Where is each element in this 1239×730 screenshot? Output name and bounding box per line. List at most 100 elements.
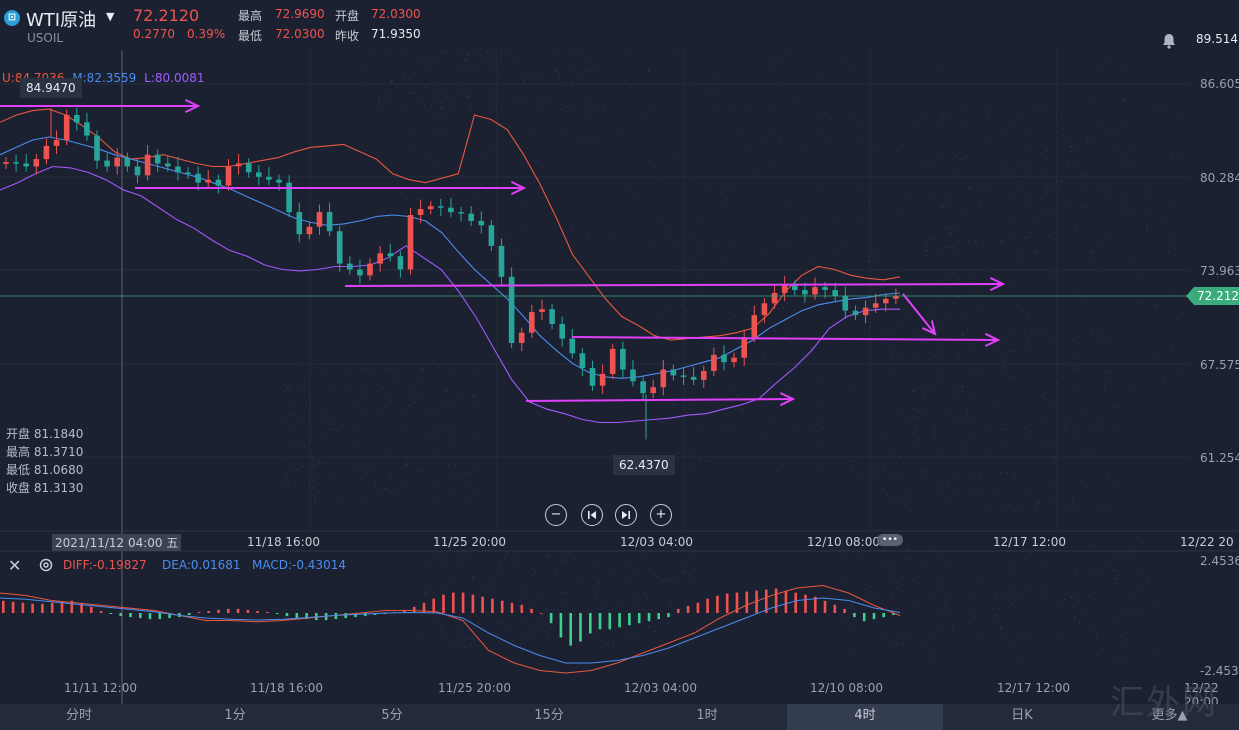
symbol-dropdown-caret-icon[interactable]: ▼ <box>106 10 115 23</box>
map-dot <box>612 619 615 622</box>
map-dot <box>901 412 903 415</box>
map-dot <box>409 91 411 94</box>
map-dot <box>483 584 485 587</box>
macd-bar <box>139 613 142 619</box>
map-dot <box>820 468 823 471</box>
scroll-left-button[interactable] <box>581 504 603 526</box>
map-dot <box>469 637 472 640</box>
map-dot <box>853 460 856 462</box>
macd-bar <box>452 592 455 613</box>
close-indicator-icon[interactable]: ✕ <box>8 556 22 575</box>
map-dot <box>1046 606 1049 609</box>
map-dot <box>688 257 690 259</box>
map-dot <box>684 572 687 574</box>
map-dot <box>532 628 534 630</box>
tab-more[interactable]: 更多▲ <box>1151 708 1188 723</box>
macd-bar <box>41 603 44 613</box>
map-dot <box>1119 193 1122 196</box>
map-dot <box>932 429 935 432</box>
map-dot <box>432 360 434 362</box>
map-dot <box>1029 587 1032 590</box>
tab-1min[interactable]: 1分 <box>224 708 246 723</box>
map-dot <box>1157 303 1159 306</box>
map-dot <box>944 500 947 503</box>
map-dot <box>467 200 469 202</box>
map-dot <box>730 245 733 248</box>
map-dot <box>1071 606 1074 609</box>
map-dot <box>689 85 691 88</box>
candle-body <box>286 182 292 213</box>
chart-canvas[interactable] <box>0 0 1239 704</box>
map-dot <box>942 114 945 117</box>
tab-4hour[interactable]: 4时 <box>787 704 943 730</box>
zoom-in-button[interactable]: + <box>650 504 672 526</box>
map-dot <box>561 108 563 111</box>
map-dot <box>933 595 935 597</box>
tab-1hour[interactable]: 1时 <box>696 708 718 723</box>
zoom-out-button[interactable]: − <box>545 504 567 526</box>
map-dot <box>849 627 852 630</box>
map-dot <box>423 452 426 455</box>
map-dot <box>759 253 762 255</box>
map-dot <box>439 108 442 110</box>
map-dot <box>966 156 969 159</box>
map-dot <box>470 644 472 646</box>
map-dot <box>672 403 675 406</box>
map-dot <box>1001 372 1004 375</box>
macd-bar <box>843 608 846 613</box>
settings-gear-icon[interactable] <box>38 557 54 577</box>
tab-timeline[interactable]: 分时 <box>65 708 92 723</box>
map-dot <box>768 287 770 290</box>
tab-5min[interactable]: 5分 <box>381 708 403 723</box>
map-dot <box>542 599 545 602</box>
map-dot <box>989 109 991 112</box>
map-dot <box>399 117 401 119</box>
tab-15min[interactable]: 15分 <box>534 708 564 723</box>
map-dot <box>930 193 933 196</box>
grid-lines <box>0 50 1190 530</box>
map-dot <box>950 408 953 411</box>
map-dot <box>384 405 387 408</box>
map-dot <box>790 254 793 257</box>
map-dot <box>1047 270 1050 273</box>
map-dot <box>945 597 948 600</box>
map-dot <box>824 112 826 114</box>
map-dot <box>946 486 949 488</box>
map-dot <box>938 557 941 559</box>
map-dot <box>477 621 479 624</box>
scroll-right-button[interactable] <box>615 504 637 526</box>
macd-bar <box>31 603 34 613</box>
more-dots-icon[interactable]: ••• <box>877 534 903 546</box>
map-dot <box>562 84 565 86</box>
map-dot <box>949 272 952 275</box>
map-dot <box>920 645 923 648</box>
map-dot <box>1061 602 1064 604</box>
map-dot <box>980 580 982 583</box>
candle-body <box>731 357 737 363</box>
map-dot <box>416 97 419 100</box>
map-dot <box>727 247 730 250</box>
map-dot <box>580 71 582 73</box>
map-dot <box>1104 231 1107 234</box>
map-dot <box>609 629 612 632</box>
map-dot <box>405 197 408 200</box>
dea-line <box>0 597 901 664</box>
map-dot <box>1054 458 1057 460</box>
map-dot <box>433 616 435 619</box>
map-dot <box>894 494 897 497</box>
map-dot <box>1158 624 1161 626</box>
map-dot <box>746 108 748 111</box>
bell-icon[interactable] <box>1159 32 1179 50</box>
tab-daily[interactable]: 日K <box>1011 708 1033 723</box>
macd-bar <box>706 598 709 613</box>
candlesticks <box>3 107 899 440</box>
map-dot <box>965 407 968 409</box>
symbol-name[interactable]: WTI原油 <box>26 10 97 31</box>
macd-lines <box>0 584 901 674</box>
map-dot <box>406 52 409 55</box>
map-dot <box>979 373 982 375</box>
map-dot <box>1029 206 1031 209</box>
candle-body <box>185 172 191 174</box>
map-dot <box>985 136 987 139</box>
map-dot <box>342 377 345 380</box>
